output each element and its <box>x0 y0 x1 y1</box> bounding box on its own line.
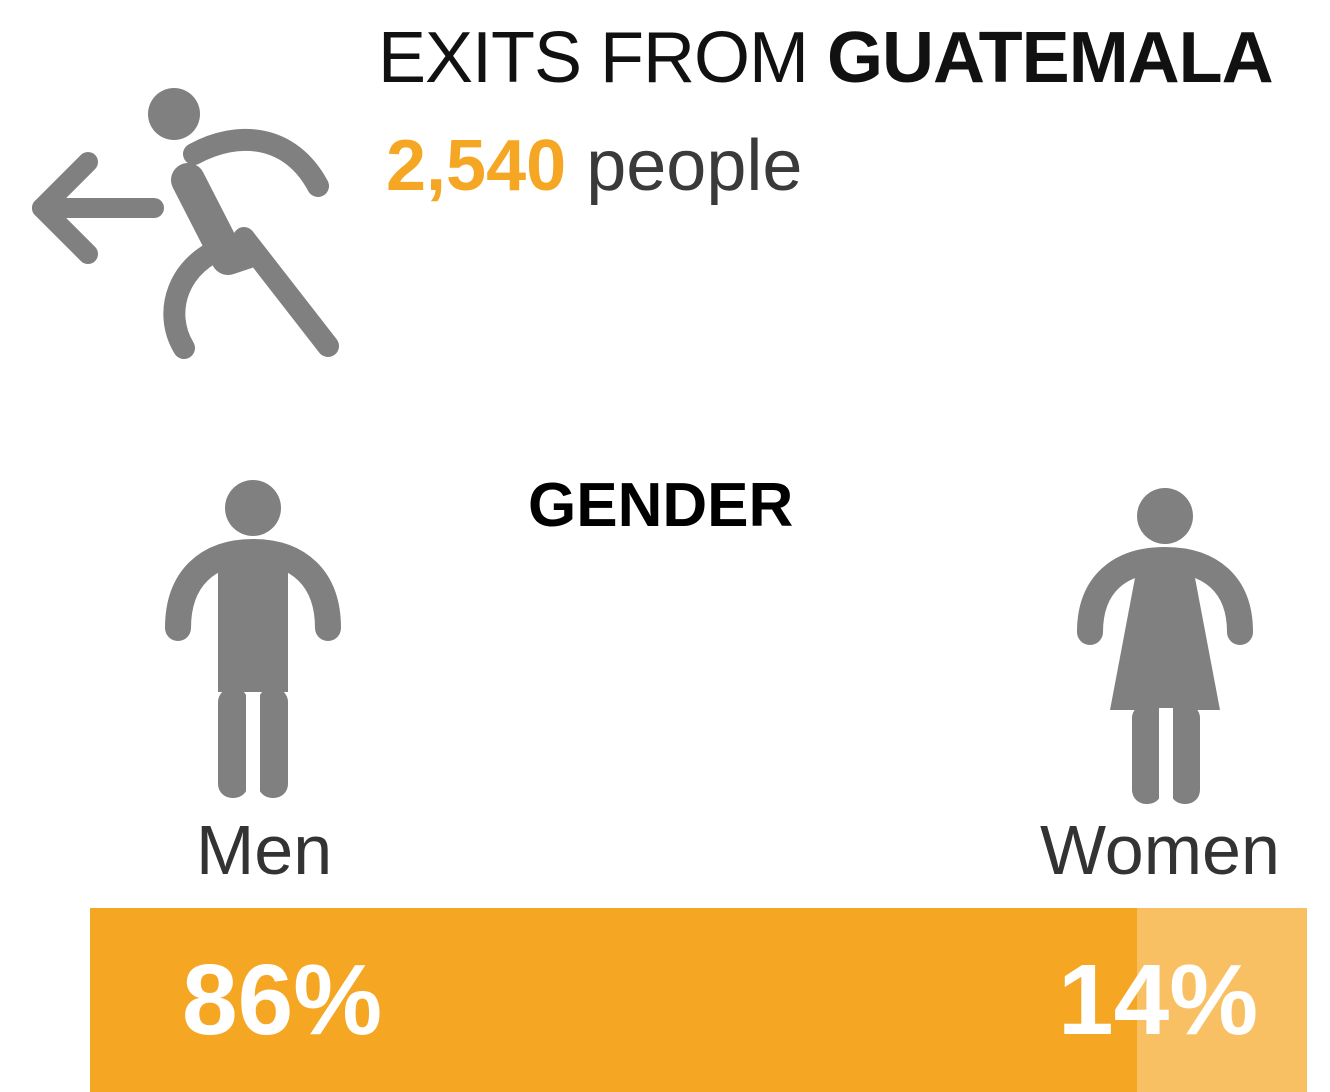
women-share-segment <box>1136 908 1307 1092</box>
gender-heading: GENDER <box>528 471 794 540</box>
women-label: Women <box>1040 811 1280 889</box>
exit-count-number: 2,540 <box>386 126 567 206</box>
men-percent: 86% <box>182 944 383 1056</box>
exit-count-unit: people <box>566 126 803 206</box>
women-percent: 14% <box>1058 944 1259 1056</box>
title-prefix: EXITS FROM <box>378 18 828 98</box>
page-title: EXITS FROM GUATEMALA <box>378 18 1274 98</box>
exit-count: 2,540 people <box>386 126 802 206</box>
title-country: GUATEMALA <box>827 18 1274 98</box>
walking-person-exit-icon <box>32 88 339 359</box>
man-icon <box>165 480 341 802</box>
gender-split-bar <box>90 908 1307 1092</box>
men-label: Men <box>196 811 333 889</box>
woman-icon <box>1077 488 1253 808</box>
men-share-segment <box>90 908 1137 1092</box>
